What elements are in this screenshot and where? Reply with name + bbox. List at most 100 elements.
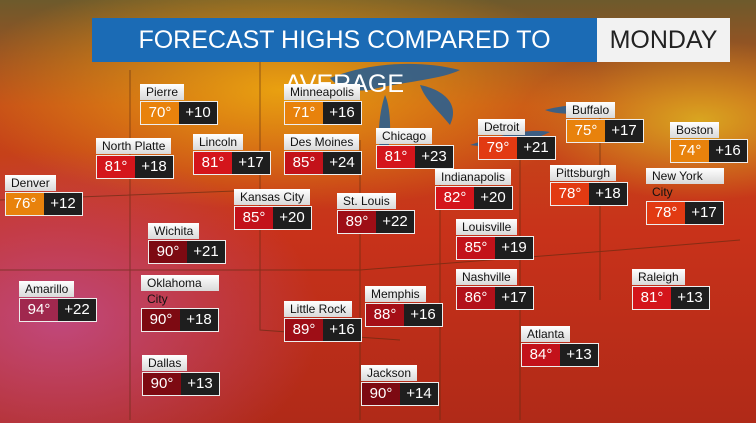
anomaly: +13 (560, 344, 598, 366)
temp-row: 76° +12 (5, 192, 83, 216)
city-card: Pittsburgh 78° +18 (550, 164, 628, 206)
temp-row: 81° +17 (193, 151, 271, 175)
city-name: Lincoln (193, 134, 244, 150)
city-name: Memphis (365, 286, 426, 302)
city-name: Chicago (376, 128, 433, 144)
city-card: St. Louis 89° +22 (337, 192, 415, 234)
anomaly: +19 (495, 237, 533, 259)
city-card: Boston 74° +16 (670, 121, 748, 163)
city-name: Raleigh (632, 269, 685, 285)
temp-row: 85° +19 (456, 236, 534, 260)
temp-row: 86° +17 (456, 286, 534, 310)
anomaly: +16 (404, 304, 442, 326)
high-temp: 78° (551, 183, 589, 205)
day-label: MONDAY (597, 18, 730, 62)
temp-row: 90° +13 (142, 372, 220, 396)
anomaly: +21 (187, 241, 225, 263)
high-temp: 70° (141, 102, 179, 124)
city-name: Dallas (142, 355, 188, 371)
high-temp: 94° (20, 299, 58, 321)
temp-row: 90° +18 (141, 308, 219, 332)
temp-row: 85° +20 (234, 206, 312, 230)
city-card: Kansas City 85° +20 (234, 188, 312, 230)
anomaly: +13 (181, 373, 219, 395)
anomaly: +20 (273, 207, 311, 229)
high-temp: 89° (285, 319, 323, 341)
anomaly: +17 (605, 120, 643, 142)
temp-row: 89° +22 (337, 210, 415, 234)
temp-row: 78° +18 (550, 182, 628, 206)
high-temp: 81° (377, 146, 415, 168)
city-card: Nashville 86° +17 (456, 268, 534, 310)
city-card: Amarillo 94° +22 (19, 280, 97, 322)
temp-row: 74° +16 (670, 139, 748, 163)
city-name: Atlanta (521, 326, 571, 342)
temp-row: 94° +22 (19, 298, 97, 322)
high-temp: 78° (647, 202, 685, 224)
temp-row: 79° +21 (478, 136, 556, 160)
city-card: Atlanta 84° +13 (521, 325, 599, 367)
anomaly: +13 (671, 287, 709, 309)
temp-row: 85° +24 (284, 151, 362, 175)
city-name: Oklahoma City (141, 275, 219, 306)
anomaly: +22 (58, 299, 96, 321)
high-temp: 86° (457, 287, 495, 309)
city-card: Lincoln 81° +17 (193, 133, 271, 175)
city-name: Buffalo (566, 102, 616, 118)
city-card: Denver 76° +12 (5, 174, 83, 216)
temp-row: 81° +23 (376, 145, 454, 169)
high-temp: 85° (457, 237, 495, 259)
high-temp: 71° (285, 102, 323, 124)
high-temp: 81° (633, 287, 671, 309)
city-name: North Platte (96, 138, 172, 154)
city-name: Kansas City (234, 189, 311, 205)
anomaly: +17 (685, 202, 723, 224)
high-temp: 79° (479, 137, 517, 159)
city-card: North Platte 81° +18 (96, 137, 174, 179)
city-name: Amarillo (19, 281, 75, 297)
city-name: Boston (670, 122, 720, 138)
high-temp: 89° (338, 211, 376, 233)
city-name: Indianapolis (435, 169, 512, 185)
anomaly: +16 (323, 102, 361, 124)
high-temp: 75° (567, 120, 605, 142)
city-name: New York City (646, 168, 724, 199)
city-card: Dallas 90° +13 (142, 354, 220, 396)
city-name: St. Louis (337, 193, 396, 209)
temp-row: 81° +18 (96, 155, 174, 179)
title: FORECAST HIGHS COMPARED TO AVERAGE (92, 18, 597, 98)
high-temp: 90° (142, 309, 180, 331)
anomaly: +21 (517, 137, 555, 159)
city-card: Indianapolis 82° +20 (435, 168, 513, 210)
temp-row: 88° +16 (365, 303, 443, 327)
anomaly: +16 (709, 140, 747, 162)
city-card: Pierre 70° +10 (140, 83, 218, 125)
high-temp: 81° (97, 156, 135, 178)
city-card: Buffalo 75° +17 (566, 101, 644, 143)
anomaly: +17 (495, 287, 533, 309)
temp-row: 75° +17 (566, 119, 644, 143)
temp-row: 89° +16 (284, 318, 362, 342)
high-temp: 82° (436, 187, 474, 209)
city-name: Louisville (456, 219, 518, 235)
city-card: Memphis 88° +16 (365, 285, 443, 327)
high-temp: 76° (6, 193, 44, 215)
city-name: Little Rock (284, 301, 353, 317)
high-temp: 85° (285, 152, 323, 174)
anomaly: +20 (474, 187, 512, 209)
temp-row: 84° +13 (521, 343, 599, 367)
city-name: Pierre (140, 84, 185, 100)
anomaly: +23 (415, 146, 453, 168)
temp-row: 81° +13 (632, 286, 710, 310)
high-temp: 74° (671, 140, 709, 162)
temp-row: 90° +21 (148, 240, 226, 264)
high-temp: 90° (149, 241, 187, 263)
city-card: Chicago 81° +23 (376, 127, 454, 169)
city-card: Louisville 85° +19 (456, 218, 534, 260)
anomaly: +22 (376, 211, 414, 233)
high-temp: 85° (235, 207, 273, 229)
temp-row: 70° +10 (140, 101, 218, 125)
anomaly: +17 (232, 152, 270, 174)
city-card: Raleigh 81° +13 (632, 268, 710, 310)
